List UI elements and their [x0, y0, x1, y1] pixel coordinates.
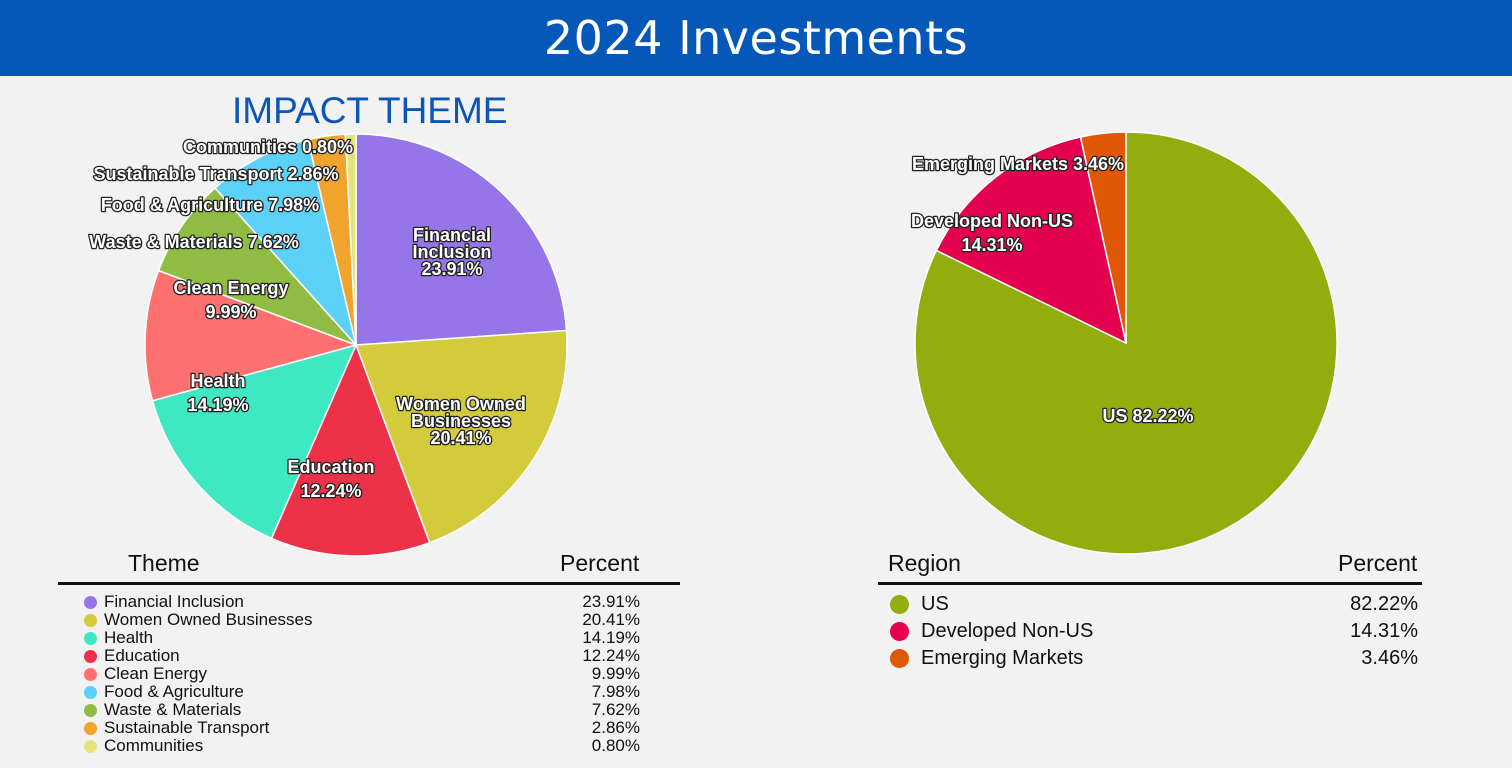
row-label: Financial Inclusion: [104, 592, 244, 611]
row-label: Food & Agriculture: [104, 682, 244, 701]
legend-swatch: [84, 685, 97, 699]
pie-label-communities: Communities 0.80%: [183, 137, 353, 157]
table-row: US 82.22%: [878, 591, 1422, 618]
pie-label-waste-and-materials: Waste & Materials 7.62%: [89, 232, 298, 252]
region-table: Region Percent US 82.22% Developed Non-US 1…: [878, 550, 1422, 672]
theme-table-rule: [58, 582, 680, 585]
row-percent: 12.24%: [582, 646, 640, 665]
pie-slice-food-and-agriculture: [214, 138, 357, 346]
pie-slice-developed-non-us: [935, 136, 1128, 345]
region-table-header: Region Percent: [878, 550, 1422, 580]
legend-swatch: [84, 667, 97, 681]
theme-table-body: Financial Inclusion 23.91% Women Owned Bus…: [58, 593, 680, 755]
legend-swatch: [84, 703, 97, 717]
pie-label-financial-inclusion: Financial Inclusion 23.91%: [412, 225, 491, 279]
row-label: Clean Energy: [104, 664, 208, 683]
theme-table: Theme Percent Financial Inclusion 23.91% W…: [58, 550, 680, 755]
row-label: Communities: [104, 736, 204, 755]
row-percent: 23.91%: [582, 592, 640, 611]
row-percent: 3.46%: [1361, 647, 1418, 669]
legend-swatch: [890, 595, 909, 614]
region-column-header: Region: [888, 550, 961, 576]
pie-label-clean-energy: Clean Energy 9.99%: [173, 278, 288, 322]
row-percent: 7.98%: [591, 682, 640, 701]
region-table-rule: [878, 582, 1422, 585]
pie-label-emerging-markets: Emerging Markets 3.46%: [912, 154, 1124, 174]
region-table-body: US 82.22% Developed Non-US 14.31% Emerging M…: [878, 591, 1422, 672]
row-percent: 82.22%: [1350, 593, 1418, 615]
row-percent: 9.99%: [591, 664, 640, 683]
row-percent: 14.31%: [1350, 620, 1418, 642]
pie-label-sustainable-transport: Sustainable Transport 2.86%: [93, 164, 338, 184]
legend-swatch: [84, 739, 97, 753]
pie-slice-health: [151, 343, 358, 540]
pie-slice-women-owned-businesses: [354, 329, 568, 544]
percent-column-header: Percent: [1338, 550, 1418, 576]
pie-label-education: Education 12.24%: [287, 457, 374, 501]
theme-table-header: Theme Percent: [58, 550, 680, 580]
table-row: Emerging Markets 3.46%: [878, 645, 1422, 672]
table-row: Education 12.24%: [58, 647, 680, 665]
pie-slice-us: [914, 131, 1338, 555]
row-label: Developed Non-US: [921, 620, 1094, 642]
pie-slice-education: [270, 343, 431, 557]
table-row: Food & Agriculture 7.98%: [58, 683, 680, 701]
pie-label-us: US 82.22%: [1102, 406, 1193, 426]
row-percent: 2.86%: [591, 718, 640, 737]
table-row: Communities 0.80%: [58, 737, 680, 755]
row-percent: 7.62%: [591, 700, 640, 719]
table-row: Developed Non-US 14.31%: [878, 618, 1422, 645]
pie-slice-communities: [344, 133, 357, 346]
pie-label-women-owned-businesses: Women Owned Businesses 20.41%: [396, 394, 526, 448]
table-row: Clean Energy 9.99%: [58, 665, 680, 683]
table-row: Financial Inclusion 23.91%: [58, 593, 680, 611]
pie-slice-financial-inclusion: [355, 133, 568, 346]
pie-slice-waste-and-materials: [157, 186, 357, 346]
row-label: US: [921, 593, 949, 615]
theme-chart-title: IMPACT THEME: [232, 90, 508, 131]
row-percent: 20.41%: [582, 610, 640, 629]
legend-swatch: [84, 595, 97, 609]
table-row: Health 14.19%: [58, 629, 680, 647]
pie-slice-emerging-markets: [1079, 131, 1127, 344]
pie-label-developed-non-us: Developed Non-US 14.31%: [911, 211, 1073, 255]
page-header: 2024 Investments: [0, 0, 1512, 76]
table-row: Sustainable Transport 2.86%: [58, 719, 680, 737]
legend-swatch: [84, 613, 97, 627]
table-row: Waste & Materials 7.62%: [58, 701, 680, 719]
pie-label-food-and-agriculture: Food & Agriculture 7.98%: [101, 195, 319, 215]
legend-swatch: [890, 622, 909, 641]
legend-swatch: [84, 649, 97, 663]
row-percent: 14.19%: [582, 628, 640, 647]
row-label: Emerging Markets: [921, 647, 1084, 669]
page-title: 2024 Investments: [543, 11, 969, 65]
percent-column-header: Percent: [560, 550, 640, 576]
row-label: Sustainable Transport: [104, 718, 270, 737]
table-row: Women Owned Businesses 20.41%: [58, 611, 680, 629]
legend-swatch: [84, 721, 97, 735]
pie-slice-clean-energy: [144, 269, 359, 402]
legend-swatch: [84, 631, 97, 645]
row-label: Women Owned Businesses: [104, 610, 313, 629]
legend-swatch: [890, 649, 909, 668]
row-label: Waste & Materials: [104, 700, 242, 719]
pie-label-health: Health 14.19%: [187, 371, 248, 415]
theme-column-header: Theme: [128, 550, 200, 576]
row-label: Health: [104, 628, 154, 647]
row-label: Education: [104, 646, 180, 665]
row-percent: 0.80%: [591, 736, 640, 755]
